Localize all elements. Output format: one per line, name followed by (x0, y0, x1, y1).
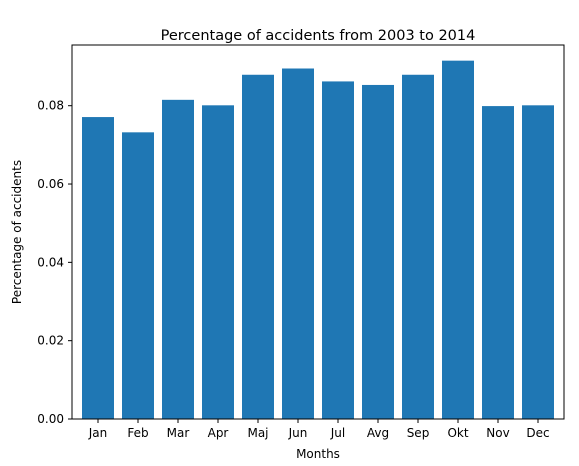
y-tick-label: 0.02 (37, 334, 64, 348)
y-tick-label: 0.04 (37, 255, 64, 269)
bar-jun (282, 68, 314, 419)
bar-nov (482, 106, 514, 419)
x-tick-label: Avg (367, 426, 389, 440)
bar-mar (162, 99, 194, 419)
y-tick-label: 0.08 (37, 99, 64, 113)
bar-feb (122, 132, 154, 419)
x-tick-label: Apr (208, 426, 229, 440)
plot-frame (71, 44, 565, 420)
x-tick-label: Okt (447, 426, 468, 440)
y-tick-label: 0.06 (37, 177, 64, 191)
x-tick-label: Sep (407, 426, 430, 440)
bar-dec (522, 105, 554, 419)
bar-apr (202, 105, 234, 419)
x-tick-label: Jul (330, 426, 345, 440)
x-tick-label: Feb (127, 426, 148, 440)
x-axis-ticks: Jan Feb Mar Apr Maj Jun Jul Avg Sep Okt Nov Dec (88, 419, 550, 440)
chart-title: Percentage of accidents from 2003 to 201… (161, 28, 476, 44)
bar-sep (402, 74, 434, 419)
x-tick-label: Dec (526, 426, 549, 440)
x-tick-label: Nov (486, 426, 509, 440)
x-tick-label: Maj (247, 426, 268, 440)
bar-okt (442, 60, 474, 419)
bar-avg (362, 84, 394, 419)
y-axis-label: Percentage of accidents (10, 160, 24, 304)
x-tick-label: Jan (88, 426, 108, 440)
bar-jan (82, 117, 114, 419)
x-tick-label: Mar (167, 426, 190, 440)
bar-jul (322, 81, 354, 420)
x-tick-label: Jun (288, 426, 308, 440)
y-tick-label: 0.00 (37, 412, 64, 426)
bars-group (82, 60, 554, 420)
bar-maj (242, 74, 274, 419)
y-axis-ticks: 0.00 0.02 0.04 0.06 0.08 (37, 99, 72, 426)
x-axis-label: Months (296, 447, 340, 461)
